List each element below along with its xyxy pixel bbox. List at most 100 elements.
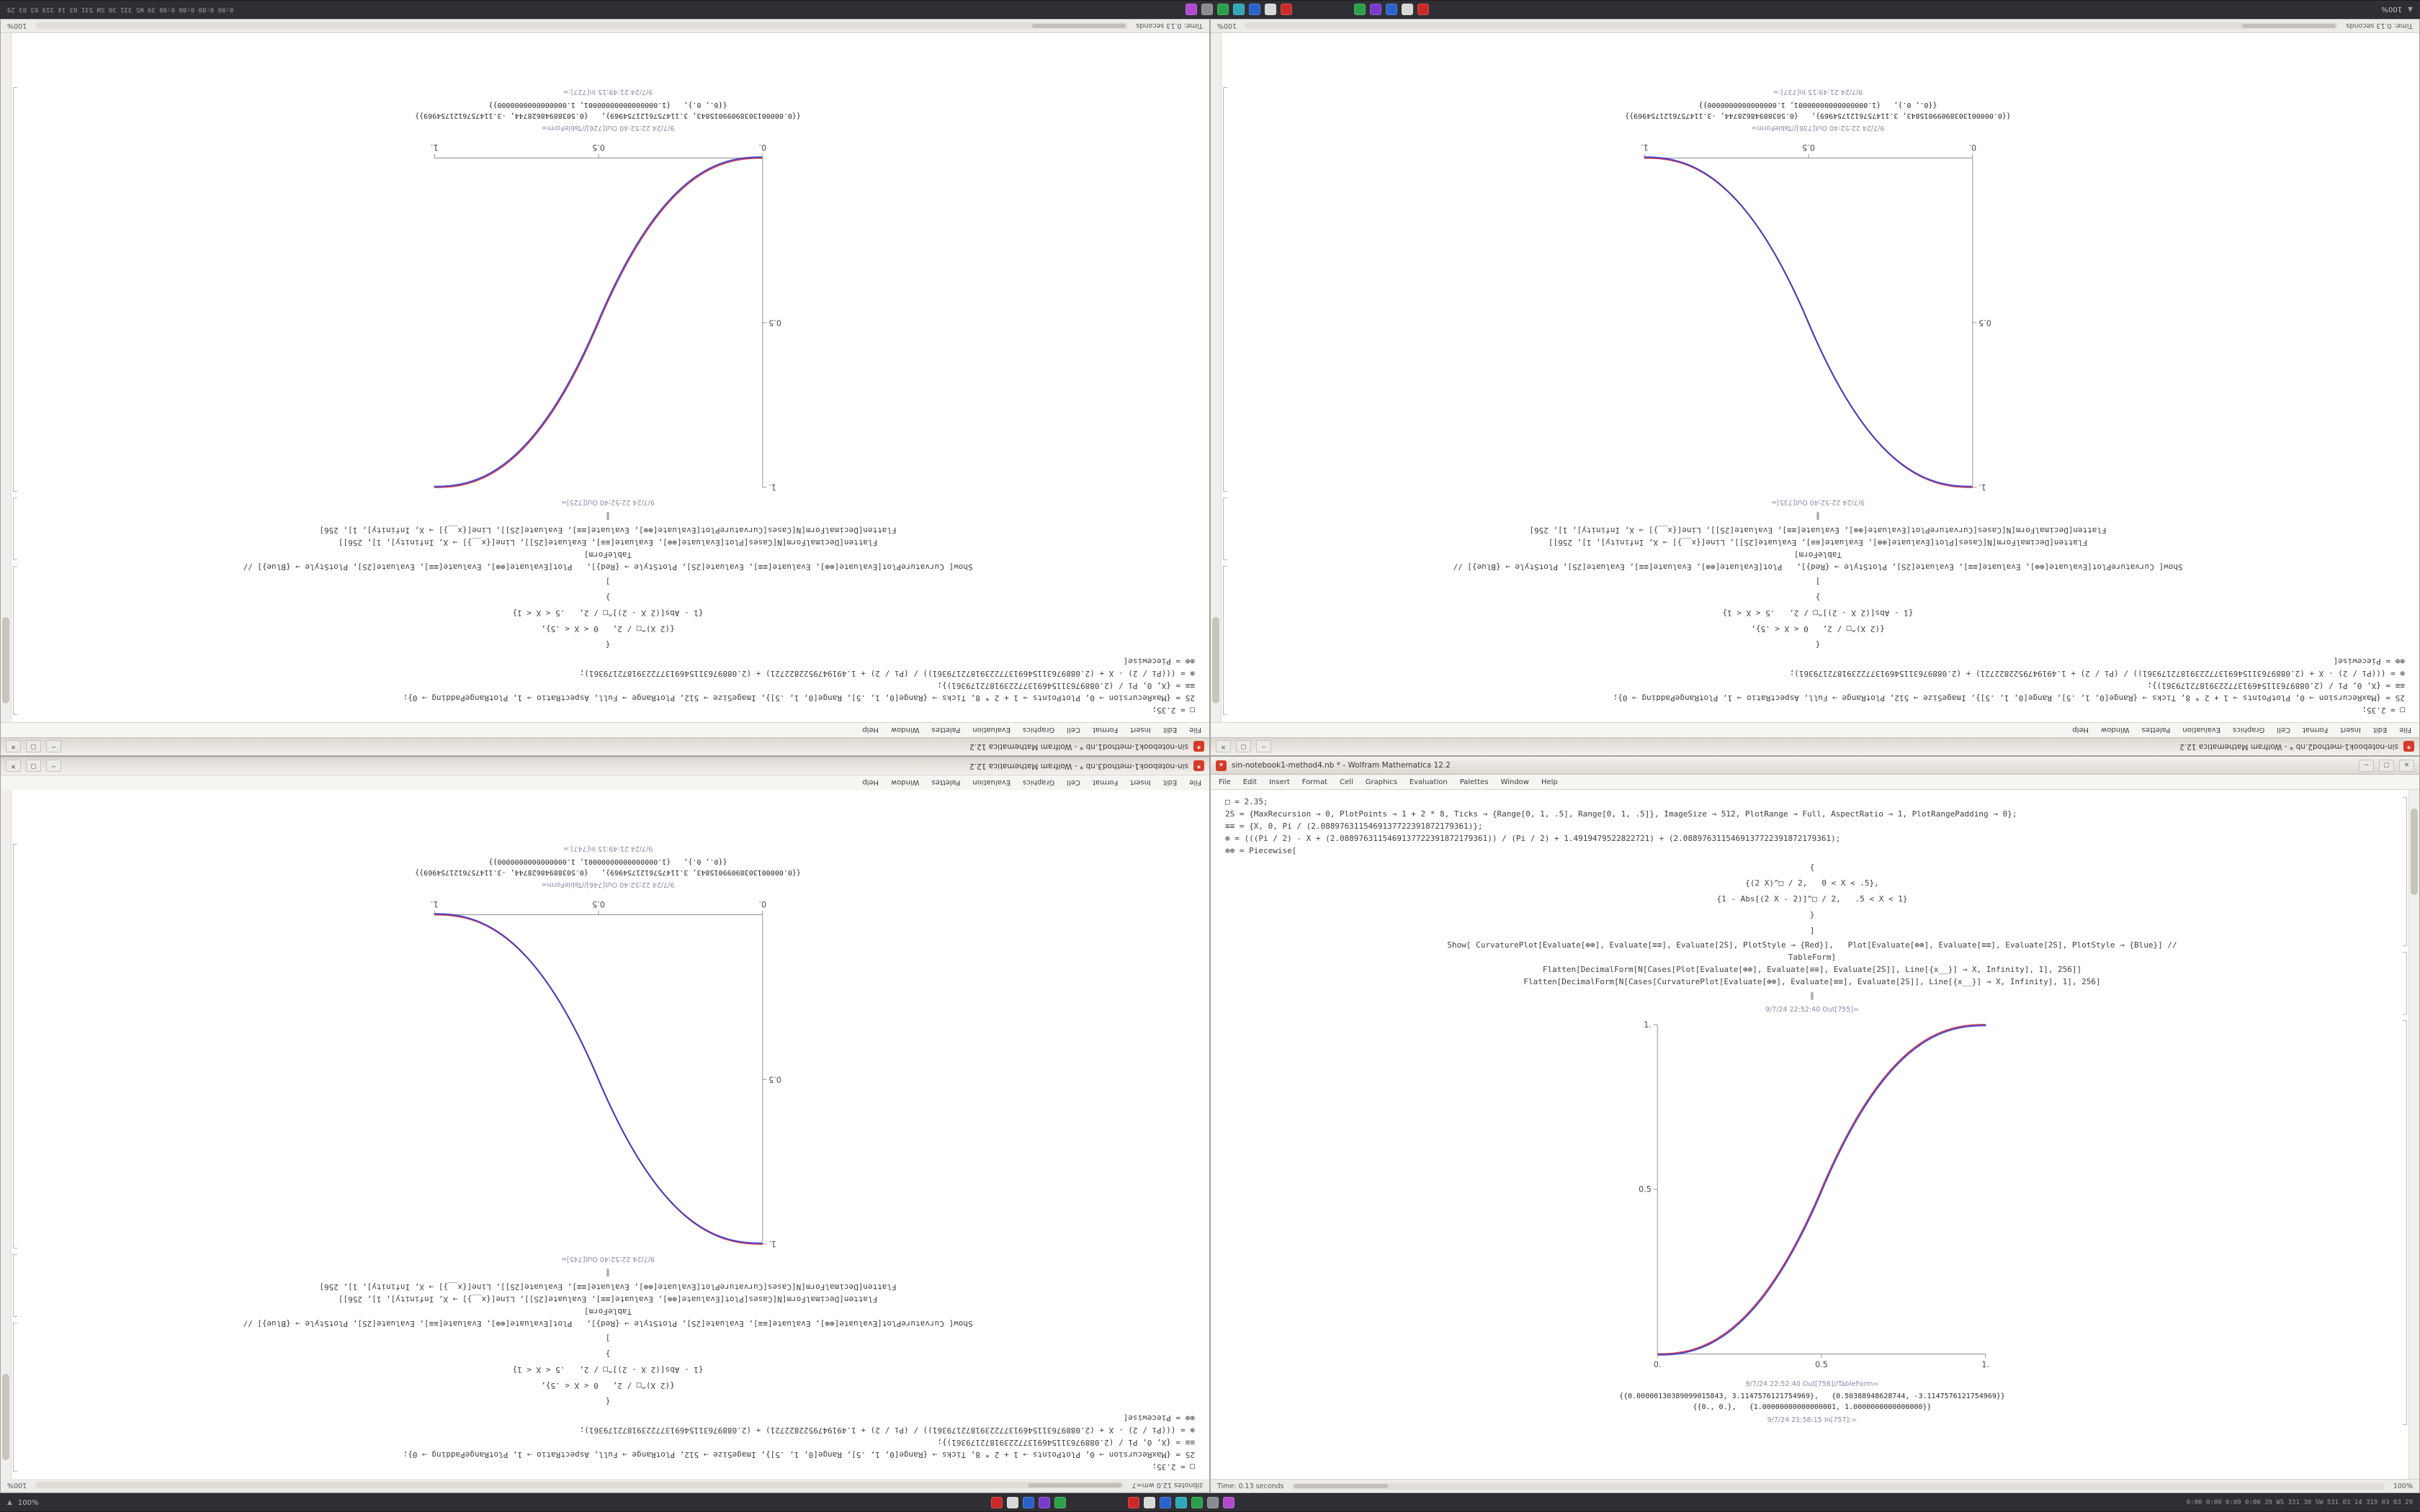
slate-app-icon[interactable] [1206,1497,1219,1508]
menu-item[interactable]: Evaluation [1409,778,1448,786]
code-cell[interactable]: □ = 2.35; 2S = {MaxRecursion → 0, PlotPoi… [21,655,1195,716]
piecewise-block[interactable]: {{(2 X)^□ / 2, 0 < X < .5}, {1 - Abs[(2 X… [21,1330,1195,1409]
v-scroll-thumb[interactable] [2,617,10,703]
code-line[interactable]: □ = 2.35; [1152,706,1195,715]
menu-item[interactable]: Help [2072,726,2089,734]
flatten-command-1[interactable]: Flatten[DecimalForm[N[Cases[Plot[Evaluat… [338,1295,878,1304]
piecewise-block[interactable]: { {(2 X)^□ / 2, 0 < X < .5}, {1 - Abs[(2 X… [21,573,1195,652]
menu-item[interactable]: Cell [1340,778,1353,786]
piecewise-line[interactable]: {(2 X)^□ / 2, 0 < X < .5}, [1751,624,1885,634]
piecewise-line[interactable]: { [1815,640,1821,649]
show-command[interactable]: Show[ CurvaturePlot[Evaluate[⊕⊕], Evalua… [1453,562,2183,572]
maximize-button[interactable]: ▢ [26,740,41,753]
menu-item[interactable]: Format [2302,726,2329,734]
piecewise-line[interactable]: ] [1815,577,1821,586]
code-line[interactable]: ⊕⊕ = Piecewise[ [1123,657,1195,666]
cell-bracket[interactable] [13,566,17,715]
menu-item[interactable]: Insert [1269,778,1290,786]
piecewise-line[interactable]: {(2 X)^□ / 2, 0 < X < .5}, [1745,878,1879,888]
piecewise-line[interactable]: {(2 X)^□ / 2, 0 < X < .5}, [541,624,675,634]
gray-app-icon[interactable] [1006,1497,1018,1508]
menu-item[interactable]: Help [862,726,879,734]
blue-app-icon[interactable] [1159,1497,1171,1508]
flatten-command-2[interactable]: Flatten[DecimalForm[N[Cases[CurvaturePlo… [1529,526,2107,535]
code-line[interactable]: □ = 2.35; [1225,797,1268,806]
v-scroll-thumb[interactable] [1212,617,1220,703]
code-line[interactable]: □ = 2.35; [2362,706,2405,715]
window-titlebar[interactable]: ✶ sin-notebook1-method2.nb * - Wolfram M… [1211,737,2419,755]
piecewise-line[interactable]: {1 - Abs[(2 X - 2)]^□ / 2, .5 < X < 1} [512,608,704,618]
h-scrollbar[interactable] [35,22,1128,30]
zoom-level[interactable]: 100% [2393,1482,2413,1490]
purple-app-icon[interactable] [1038,1497,1050,1508]
taskbar-zoom-label[interactable]: 100% [17,1498,39,1507]
code-line[interactable]: ≡≡ = {X, 0, Pi / (2.08897631154691377223… [2147,681,2405,690]
menu-item[interactable]: Window [891,778,920,787]
taskbar-zoom-label[interactable]: 100% [2381,5,2403,14]
blue-app-icon[interactable] [1249,4,1261,15]
tableform-command[interactable]: TableForm] [1793,550,1842,559]
minimize-button[interactable]: ─ [1256,740,1271,753]
window-titlebar[interactable]: ✶ sin-notebook1-method4.nb * - Wolfram M… [1211,757,2419,775]
close-button[interactable]: ✕ [2399,759,2414,772]
maximize-button[interactable]: ▢ [2379,759,2394,772]
flatten-command-2[interactable]: Flatten[DecimalForm[N[Cases[CurvaturePlo… [1523,977,2101,986]
purple-app-icon[interactable] [1370,4,1382,15]
cell-bracket[interactable] [2403,1020,2407,1425]
teal-app-icon[interactable] [1175,1497,1187,1508]
flatten-command-2[interactable]: Flatten[DecimalForm[N[Cases[CurvaturePlo… [319,526,897,535]
flatten-command-1[interactable]: Flatten[DecimalForm[N[Cases[Plot[Evaluat… [1542,965,2082,974]
menu-item[interactable]: Evaluation [972,778,1011,787]
menu-item[interactable]: File [1189,726,1201,734]
menu-item[interactable]: Graphics [1365,778,1397,786]
piecewise-line[interactable]: { [605,640,611,649]
cell-bracket[interactable] [1223,498,1227,560]
menu-item[interactable]: Cell [1067,778,1080,787]
code-line[interactable]: ⊕ = (((Pi / 2) - X + (2.0889763115469137… [1789,669,2405,678]
code-line[interactable]: 2S = {MaxRecursion → 0, PlotPoints → 1 +… [403,1450,1195,1459]
h-scrollbar[interactable] [35,1482,1124,1489]
menu-item[interactable]: Cell [2277,726,2290,734]
cell-bracket[interactable] [2403,797,2407,946]
notebook-content[interactable]: □ = 2.35; 2S = {MaxRecursion → 0, PlotPoi… [1,790,1209,1479]
v-scrollbar[interactable] [1,33,12,722]
piecewise-line[interactable]: {1 - Abs[(2 X - 2)]^□ / 2, .5 < X < 1} [1722,608,1914,618]
code-line[interactable]: ⊕ = (((Pi / 2) - X + (2.0889763115469137… [579,669,1195,678]
notebook-content[interactable]: □ = 2.35; 2S = {MaxRecursion → 0, PlotPoi… [1211,790,2419,1479]
menu-item[interactable]: Edit [1162,778,1178,787]
window-titlebar[interactable]: ✶ sin-notebook1-method3.nb * - Wolfram M… [1,757,1209,775]
tableform-command[interactable]: TableForm] [583,1307,632,1316]
code-cell[interactable]: □ = 2.35; 2S = {MaxRecursion → 0, PlotPoi… [1225,796,2399,857]
code-line[interactable]: 2S = {MaxRecursion → 0, PlotPoints → 1 +… [403,693,1195,703]
minimize-button[interactable]: ─ [46,760,61,773]
minimize-button[interactable]: ─ [46,740,61,753]
gray-app-icon[interactable] [1143,1497,1155,1508]
code-line[interactable]: ≡≡ = {X, 0, Pi / (2.08897631154691377223… [1225,822,1483,831]
close-button[interactable]: ✕ [1216,740,1231,753]
menu-item[interactable]: Help [862,778,879,787]
maximize-button[interactable]: ▢ [1236,740,1251,753]
code-cell[interactable]: □ = 2.35; 2S = {MaxRecursion → 0, PlotPoi… [21,1412,1195,1473]
notebook-content[interactable]: □ = 2.35; 2S = {MaxRecursion → 0, PlotPoi… [1211,33,2419,722]
close-button[interactable]: ✕ [6,760,21,773]
h-scroll-thumb[interactable] [1031,24,1126,28]
piecewise-line[interactable]: ] [1809,926,1815,935]
green-app-icon[interactable] [1354,4,1366,15]
menu-item[interactable]: Graphics [2233,726,2265,734]
piecewise-line[interactable]: } [1809,910,1815,919]
menu-item[interactable]: File [1189,778,1201,787]
green-app-icon[interactable] [1054,1497,1066,1508]
menu-item[interactable]: Window [2101,726,2130,734]
h-scrollbar[interactable] [1292,1482,2385,1490]
zoom-level[interactable]: 100% [1217,22,1237,30]
menu-item[interactable]: Help [1541,778,1558,786]
menu-item[interactable]: Edit [1242,778,1258,786]
menu-item[interactable]: Palettes [931,778,961,787]
zoom-level[interactable]: 100% [7,1481,27,1490]
code-line[interactable]: ≡≡ = {X, 0, Pi / (2.08897631154691377223… [937,681,1195,690]
code-line[interactable]: ⊕⊕ = Piecewise[ [1123,1413,1195,1423]
menu-item[interactable]: Cell [1067,726,1080,734]
menu-item[interactable]: Insert [2340,726,2361,734]
caret-icon[interactable]: ▲ [2408,6,2413,14]
tableform-command[interactable]: TableForm] [583,550,632,559]
